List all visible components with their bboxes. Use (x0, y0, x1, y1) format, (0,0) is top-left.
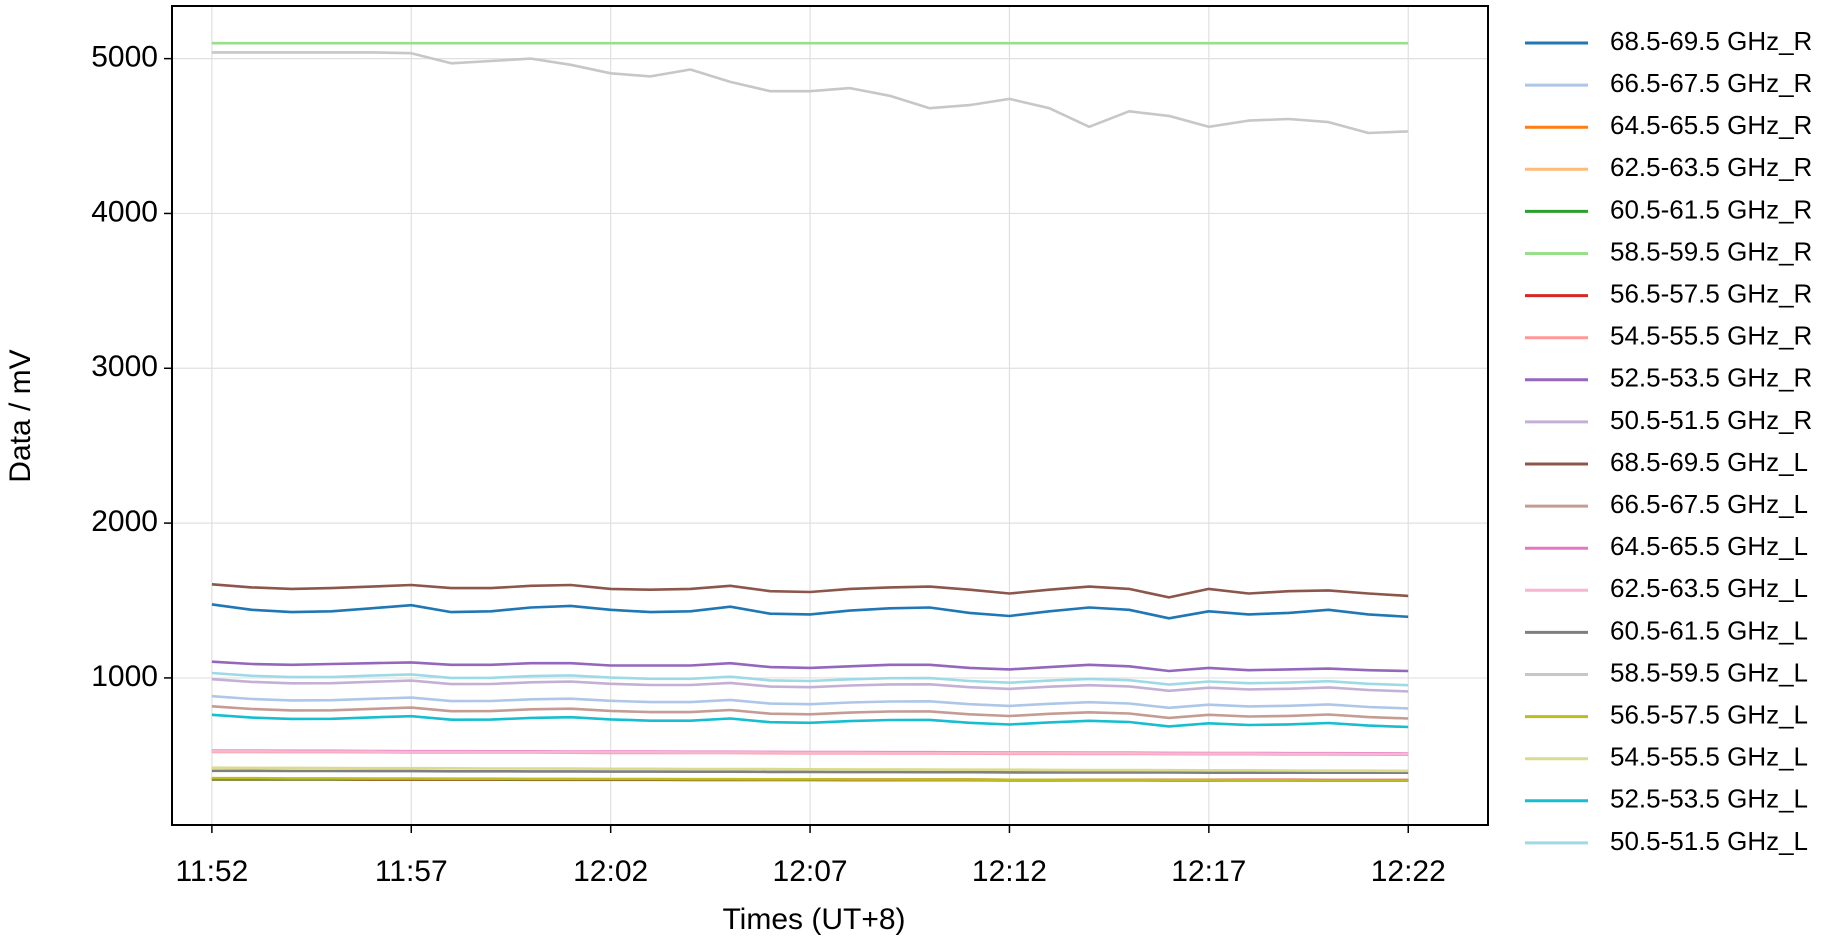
series-line (211, 769, 1409, 774)
x-tick-label: 12:17 (1171, 855, 1246, 888)
legend-label: 58.5-59.5 GHz_R (1610, 236, 1812, 266)
series-line (211, 671, 1409, 687)
x-tick-label: 12:07 (773, 855, 848, 888)
x-axis-label: Times (UT+8) (722, 903, 905, 936)
legend-label: 66.5-67.5 GHz_R (1610, 68, 1812, 98)
series-line (211, 713, 1409, 729)
legend-label: 68.5-69.5 GHz_R (1610, 26, 1812, 56)
series-line (211, 603, 1409, 620)
legend-label: 60.5-61.5 GHz_R (1610, 194, 1812, 224)
series-line (211, 705, 1409, 720)
y-tick-label: 2000 (91, 505, 158, 538)
y-axis-label: Data / mV (4, 349, 37, 482)
y-tick-label: 1000 (91, 660, 158, 693)
series-line (211, 694, 1409, 710)
series-line (211, 660, 1409, 673)
x-tick-label: 12:12 (972, 855, 1047, 888)
series-line (211, 583, 1409, 599)
legend-label: 60.5-61.5 GHz_L (1610, 615, 1808, 645)
y-tick-label: 5000 (91, 41, 158, 74)
legend-label: 66.5-67.5 GHz_L (1610, 489, 1808, 519)
legend-label: 64.5-65.5 GHz_R (1610, 110, 1812, 140)
legend-label: 54.5-55.5 GHz_L (1610, 742, 1808, 772)
legend: 68.5-69.5 GHz_R 66.5-67.5 GHz_R 64.5-65.5 … (1525, 26, 1812, 856)
series-line (211, 766, 1409, 773)
legend-label: 56.5-57.5 GHz_L (1610, 699, 1808, 729)
legend-label: 52.5-53.5 GHz_L (1610, 784, 1808, 814)
series-line (211, 677, 1409, 693)
legend-label: 64.5-65.5 GHz_L (1610, 531, 1808, 561)
legend-label: 58.5-59.5 GHz_L (1610, 657, 1808, 687)
legend-label: 50.5-51.5 GHz_L (1610, 826, 1808, 856)
legend-label: 62.5-63.5 GHz_R (1610, 152, 1812, 182)
y-tick-label: 4000 (91, 195, 158, 228)
x-tick-label: 12:22 (1371, 855, 1446, 888)
x-tick-label: 12:02 (573, 855, 648, 888)
legend-label: 54.5-55.5 GHz_R (1610, 321, 1812, 351)
series-line (211, 776, 1409, 782)
legend-label: 56.5-57.5 GHz_R (1610, 278, 1812, 308)
legend-label: 62.5-63.5 GHz_L (1610, 573, 1808, 603)
series-line (211, 51, 1409, 135)
series-line (211, 750, 1409, 756)
plot-frame (171, 5, 1489, 826)
y-tick-label: 3000 (91, 350, 158, 383)
legend-label: 50.5-51.5 GHz_R (1610, 405, 1812, 435)
legend-label: 52.5-53.5 GHz_R (1610, 363, 1812, 393)
x-tick-label: 11:52 (175, 855, 248, 888)
legend-label: 68.5-69.5 GHz_L (1610, 447, 1808, 477)
x-tick-label: 11:57 (375, 855, 448, 888)
